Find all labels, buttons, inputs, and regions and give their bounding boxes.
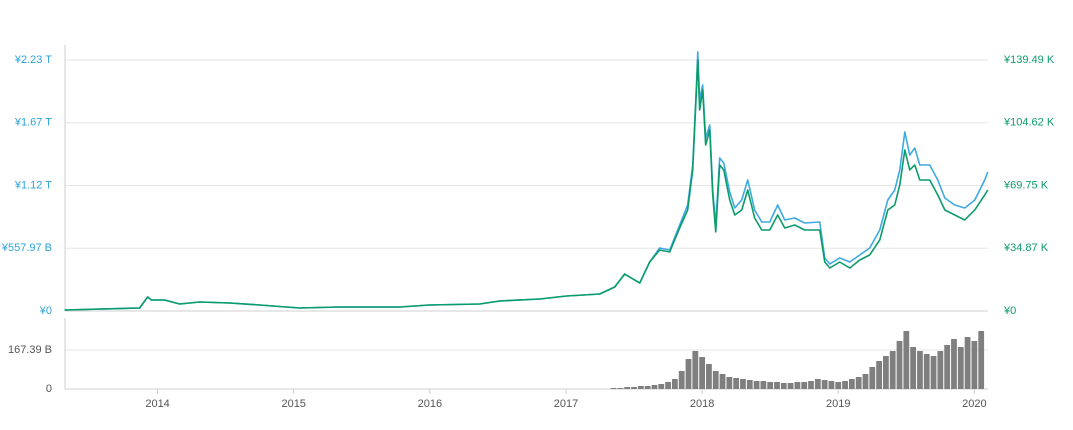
volume-bar: [862, 373, 869, 389]
y-tick-label: ¥1.12 T: [14, 179, 52, 191]
volume-bar: [740, 379, 746, 389]
y2-tick-label: ¥34.87 K: [1003, 242, 1049, 254]
x-tick-label: 2014: [145, 398, 169, 410]
x-tick-label: 2018: [690, 398, 714, 410]
volume-bar: [842, 381, 848, 389]
volume-bar: [835, 382, 842, 389]
x-tick-label: 2016: [418, 398, 442, 410]
volume-bar: [706, 363, 712, 389]
y2-tick-label: ¥0: [1003, 305, 1016, 317]
volume-bar: [923, 354, 930, 389]
y-tick-label: ¥2.23 T: [14, 54, 52, 66]
volume-bar: [910, 346, 917, 389]
series-line: [64, 59, 989, 311]
y-tick-label: 0: [46, 383, 52, 395]
volume-bar: [883, 356, 889, 389]
volume-bar: [848, 379, 855, 389]
volume-bar: [767, 382, 774, 389]
y-tick-label: ¥557.97 B: [1, 242, 52, 254]
volume-bar: [787, 382, 794, 389]
volume-bar: [671, 379, 678, 389]
y-tick-label: ¥1.67 T: [14, 117, 52, 129]
y-tick-label: 167.39 B: [8, 344, 52, 356]
volume-bar: [658, 383, 665, 389]
volume-bar: [821, 380, 828, 389]
volume-bar: [610, 387, 617, 389]
volume-bar: [917, 350, 923, 389]
volume-bar: [889, 350, 896, 389]
volume-bar: [733, 378, 740, 389]
volume-bar: [869, 367, 876, 389]
volume-bar: [665, 382, 671, 389]
volume-bar: [746, 380, 753, 389]
volume-bar: [678, 370, 685, 389]
volume-bar: [801, 382, 808, 389]
volume-bar: [685, 358, 692, 389]
volume-bar: [617, 387, 624, 389]
y2-tick-label: ¥69.75 K: [1003, 179, 1049, 191]
volume-bar: [719, 373, 726, 389]
x-tick-label: 2020: [962, 398, 986, 410]
volume-bar: [644, 385, 651, 389]
x-tick-label: 2017: [554, 398, 578, 410]
volume-bar: [808, 381, 814, 389]
series-line: [64, 51, 989, 311]
volume-bar: [937, 350, 944, 389]
volume-bar: [780, 382, 787, 389]
volume-bar: [774, 382, 780, 389]
volume-bar: [637, 385, 644, 389]
volume-bar: [828, 381, 835, 389]
y2-tick-label: ¥104.62 K: [1003, 117, 1055, 129]
x-tick-label: 2019: [826, 398, 850, 410]
volume-bar: [964, 336, 971, 389]
volume-bar: [631, 386, 637, 389]
volume-bar: [930, 356, 937, 389]
volume-bar: [951, 338, 957, 389]
volume-bar: [753, 381, 760, 389]
volume-bar: [814, 379, 821, 389]
y-tick-label: ¥0: [39, 305, 52, 317]
volume-bar: [760, 381, 767, 389]
volume-bar: [624, 386, 631, 389]
volume-bar: [726, 376, 733, 389]
volume-bar: [699, 357, 706, 389]
volume-bar: [903, 331, 910, 389]
volume-bar: [855, 376, 862, 389]
x-tick-label: 2015: [281, 398, 305, 410]
y2-tick-label: ¥139.49 K: [1003, 54, 1055, 66]
volume-bar: [712, 370, 719, 389]
volume-bar: [944, 345, 951, 389]
volume-bar: [978, 331, 985, 389]
volume-bar: [876, 360, 882, 389]
volume-bar: [896, 340, 903, 389]
volume-bar: [971, 340, 978, 389]
volume-bar: [957, 346, 964, 389]
volume-bar: [692, 350, 699, 389]
volume-bar: [794, 382, 801, 389]
volume-bar: [651, 384, 658, 389]
